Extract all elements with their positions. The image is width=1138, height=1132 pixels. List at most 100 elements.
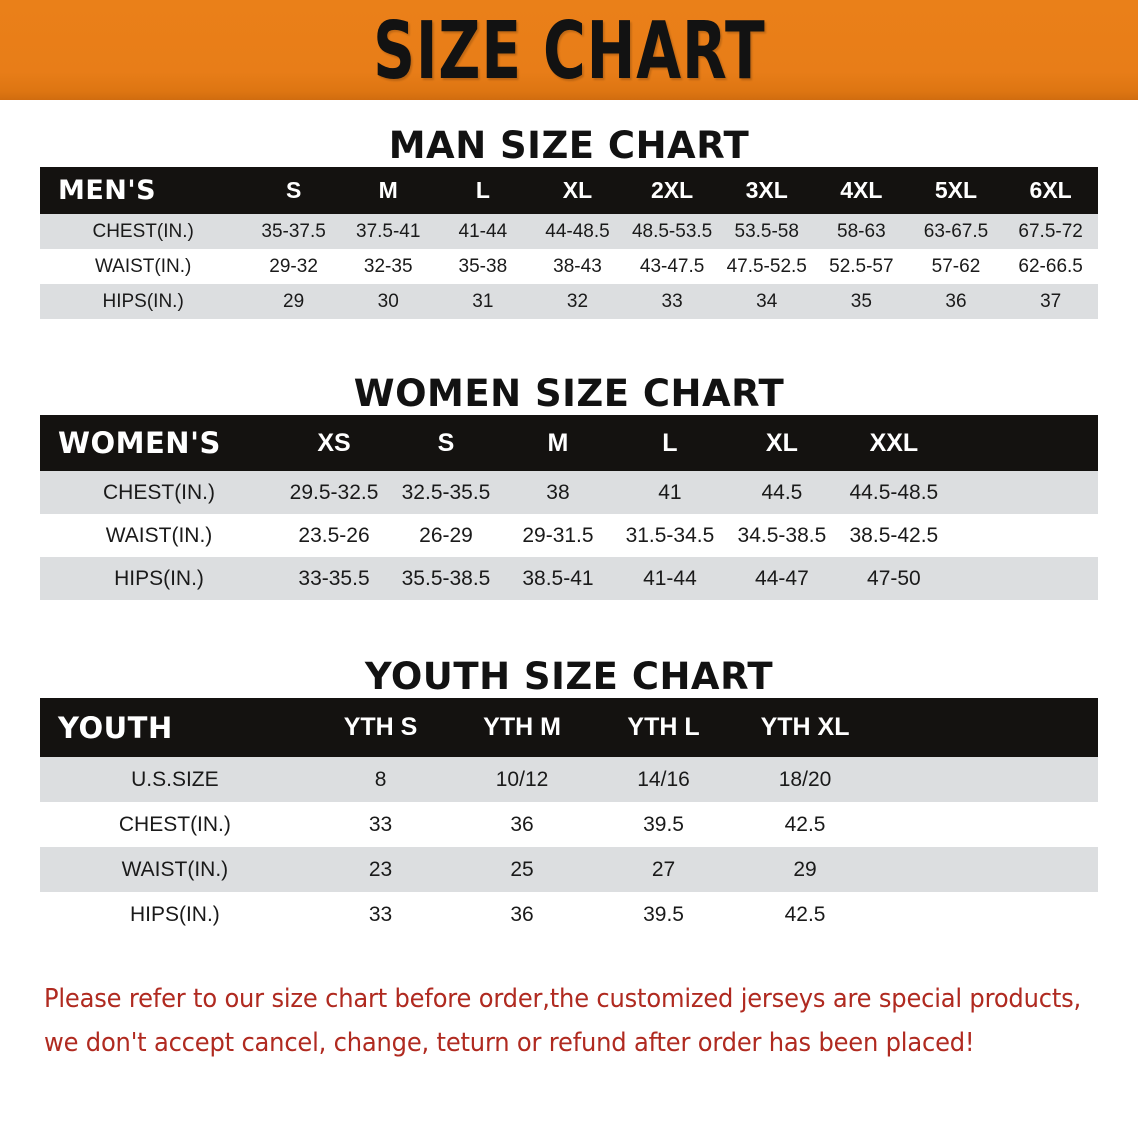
column-header-3xl: 3XL (719, 167, 815, 214)
column-header-4xl: 4XL (814, 167, 909, 214)
row-label: CHEST(IN.) (40, 471, 279, 514)
spacer-cell (949, 557, 1098, 600)
measurement-cell: 42.5 (734, 892, 876, 937)
measurement-cell: 27 (592, 847, 735, 892)
spacer-cell (875, 757, 1098, 802)
column-header-6xl: 6XL (1003, 167, 1098, 214)
column-header-xxl: XXL (837, 415, 950, 471)
column-header-s: S (246, 167, 341, 214)
measurement-cell: 48.5-53.5 (624, 214, 720, 249)
measurement-cell: 37 (1003, 284, 1098, 319)
row-label: HIPS(IN.) (40, 557, 279, 600)
women-table-body: CHEST(IN.) 29.5-32.5 32.5-35.5 38 41 44.5 44.5… (40, 471, 1098, 600)
column-header-yth-m: YTH M (451, 698, 593, 757)
page-banner: SIZE CHART (0, 0, 1138, 100)
column-header-l: L (435, 167, 531, 214)
measurement-cell: 36 (451, 892, 593, 937)
spacer-cell (949, 471, 1098, 514)
women-table-head: WOMEN'S XS S M L XL XXL (40, 415, 1098, 471)
man-table-wrapper: MEN'S S M L XL 2XL 3XL 4XL 5XL 6XL CHEST(IN.) 35-3… (0, 167, 1138, 319)
measurement-cell: 37.5-41 (340, 214, 436, 249)
measurement-cell: 35-38 (435, 249, 531, 284)
table-header-row: YOUTH YTH S YTH M YTH L YTH XL (40, 698, 1098, 757)
measurement-cell: 38 (501, 471, 614, 514)
measurement-cell: 32-35 (340, 249, 436, 284)
measurement-cell: 34 (719, 284, 815, 319)
row-label: U.S.SIZE (40, 757, 310, 802)
measurement-cell: 30 (340, 284, 436, 319)
measurement-cell: 29.5-32.5 (278, 471, 391, 514)
measurement-cell: 41-44 (435, 214, 531, 249)
measurement-cell: 23 (309, 847, 452, 892)
measurement-cell: 52.5-57 (814, 249, 909, 284)
row-label: WAIST(IN.) (40, 847, 310, 892)
measurement-cell: 47.5-52.5 (719, 249, 815, 284)
measurement-cell: 34.5-38.5 (725, 514, 838, 557)
column-header-2xl: 2XL (624, 167, 720, 214)
measurement-cell: 67.5-72 (1003, 214, 1098, 249)
man-size-table: MEN'S S M L XL 2XL 3XL 4XL 5XL 6XL CHEST(IN.) 35-3… (40, 167, 1098, 319)
measurement-cell: 58-63 (814, 214, 909, 249)
measurement-cell: 32 (530, 284, 625, 319)
measurement-cell: 31 (435, 284, 531, 319)
measurement-cell: 29-32 (246, 249, 341, 284)
women-section-title: WOMEN SIZE CHART (353, 372, 785, 415)
column-header-s: S (390, 415, 502, 471)
measurement-cell: 23.5-26 (278, 514, 391, 557)
column-header-yth-l: YTH L (592, 698, 735, 757)
measurement-cell: 63-67.5 (908, 214, 1004, 249)
measurement-cell: 29-31.5 (501, 514, 614, 557)
measurement-cell: 32.5-35.5 (390, 471, 502, 514)
measurement-cell: 33-35.5 (278, 557, 391, 600)
column-header-spacer (875, 698, 1098, 757)
spacer-cell (875, 847, 1098, 892)
table-row: HIPS(IN.) 29 30 31 32 33 34 35 36 37 (40, 284, 1098, 319)
measurement-cell: 31.5-34.5 (613, 514, 726, 557)
man-table-body: CHEST(IN.) 35-37.5 37.5-41 41-44 44-48.5 48.5… (40, 214, 1098, 319)
measurement-cell: 57-62 (908, 249, 1004, 284)
measurement-cell: 38.5-42.5 (837, 514, 950, 557)
measurement-cell: 18/20 (734, 757, 876, 802)
measurement-cell: 47-50 (837, 557, 950, 600)
measurement-cell: 14/16 (592, 757, 735, 802)
measurement-cell: 33 (309, 892, 452, 937)
measurement-cell: 39.5 (592, 892, 735, 937)
youth-row-header-label: YOUTH (40, 698, 310, 757)
man-row-header-label: MEN'S (40, 167, 247, 214)
measurement-cell: 62-66.5 (1003, 249, 1098, 284)
table-row: U.S.SIZE 8 10/12 14/16 18/20 (40, 757, 1098, 802)
measurement-cell: 33 (309, 802, 452, 847)
column-header-xl: XL (530, 167, 625, 214)
measurement-cell: 26-29 (390, 514, 502, 557)
measurement-cell: 44-47 (725, 557, 838, 600)
row-label: CHEST(IN.) (40, 802, 310, 847)
column-header-xl: XL (725, 415, 838, 471)
measurement-cell: 41 (613, 471, 726, 514)
measurement-cell: 25 (451, 847, 593, 892)
youth-table-body: U.S.SIZE 8 10/12 14/16 18/20 CHEST(IN.) 33 36 39… (40, 757, 1098, 937)
page-title: SIZE CHART (372, 3, 766, 97)
youth-table-head: YOUTH YTH S YTH M YTH L YTH XL (40, 698, 1098, 757)
measurement-cell: 36 (451, 802, 593, 847)
table-row: HIPS(IN.) 33 36 39.5 42.5 (40, 892, 1098, 937)
spacer-cell (875, 892, 1098, 937)
measurement-cell: 10/12 (451, 757, 593, 802)
women-table-wrapper: WOMEN'S XS S M L XL XXL CHEST(IN.) 29.5-32.5 32.… (0, 415, 1138, 600)
measurement-cell: 36 (908, 284, 1004, 319)
row-label: WAIST(IN.) (40, 249, 247, 284)
man-table-head: MEN'S S M L XL 2XL 3XL 4XL 5XL 6XL (40, 167, 1098, 214)
row-label: WAIST(IN.) (40, 514, 279, 557)
table-row: WAIST(IN.) 23.5-26 26-29 29-31.5 31.5-34.5 34… (40, 514, 1098, 557)
row-label: CHEST(IN.) (40, 214, 247, 249)
table-row: WAIST(IN.) 29-32 32-35 35-38 38-43 43-47.5 47.… (40, 249, 1098, 284)
measurement-cell: 35.5-38.5 (390, 557, 502, 600)
column-header-l: L (613, 415, 726, 471)
column-header-m: M (501, 415, 614, 471)
measurement-cell: 42.5 (734, 802, 876, 847)
note-line-1: Please refer to our size chart before or… (44, 984, 1082, 1014)
table-row: CHEST(IN.) 33 36 39.5 42.5 (40, 802, 1098, 847)
measurement-cell: 29 (734, 847, 876, 892)
measurement-cell: 8 (309, 757, 452, 802)
measurement-cell: 38-43 (530, 249, 625, 284)
row-label: HIPS(IN.) (40, 284, 247, 319)
